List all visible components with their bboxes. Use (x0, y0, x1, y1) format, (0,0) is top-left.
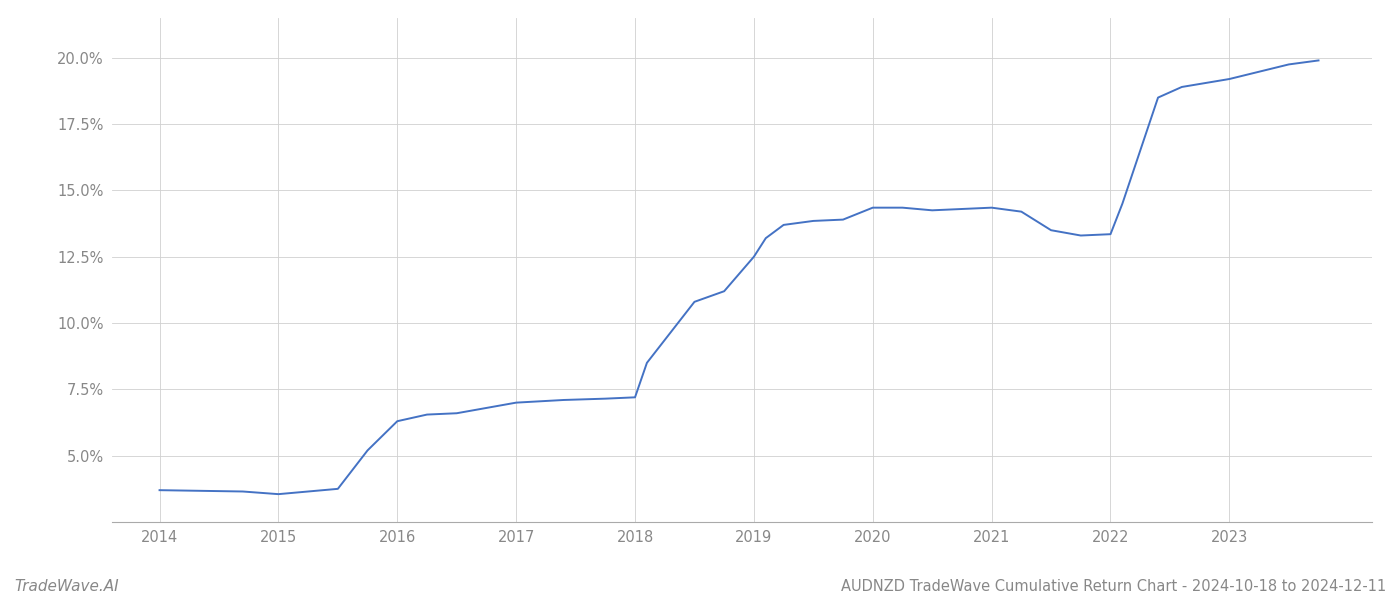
Text: AUDNZD TradeWave Cumulative Return Chart - 2024-10-18 to 2024-12-11: AUDNZD TradeWave Cumulative Return Chart… (841, 579, 1386, 594)
Text: TradeWave.AI: TradeWave.AI (14, 579, 119, 594)
